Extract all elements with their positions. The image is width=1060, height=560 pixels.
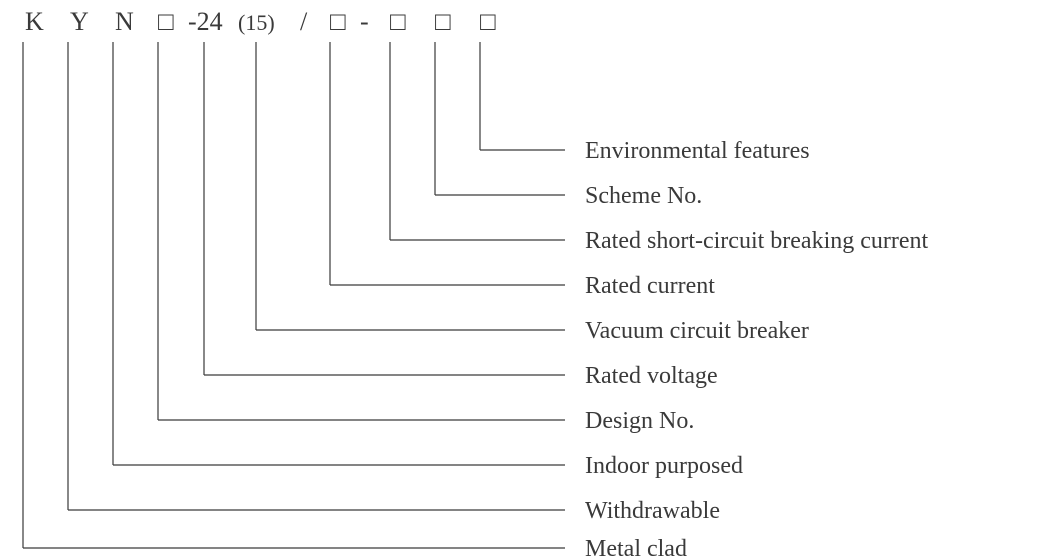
code-seg-N: N [115,7,134,36]
code-seg-dash2: - [360,7,369,36]
label-indoor: Indoor purposed [585,453,743,479]
label-withdraw: Withdrawable [585,498,720,524]
code-seg-slash: / [300,7,308,36]
code-seg-box5: □ [480,7,496,36]
label-rcurrent: Rated current [585,273,715,299]
model-code-diagram: KYN□-24(15)/□-□□□ Environmental features… [0,0,1060,560]
label-metal: Metal clad [585,536,687,560]
label-design: Design No. [585,408,694,434]
code-seg-Y: Y [70,7,89,36]
label-scheme: Scheme No. [585,183,702,209]
label-env: Environmental features [585,138,810,164]
code-seg-box3: □ [390,7,406,36]
code-row: KYN□-24(15)/□-□□□ [25,7,496,36]
label-column: Environmental features Scheme No. Rated sh… [585,138,929,560]
label-rscbc: Rated short-circuit breaking current [585,228,929,254]
code-seg-paren: (15) [238,10,275,35]
leader-lines [23,42,565,548]
label-rvoltage: Rated voltage [585,363,718,389]
code-seg-box2: □ [330,7,346,36]
code-seg-box1: □ [158,7,174,36]
code-seg-dash1: -24 [188,7,223,36]
code-seg-K: K [25,7,44,36]
code-seg-box4: □ [435,7,451,36]
label-vcb: Vacuum circuit breaker [585,318,809,344]
